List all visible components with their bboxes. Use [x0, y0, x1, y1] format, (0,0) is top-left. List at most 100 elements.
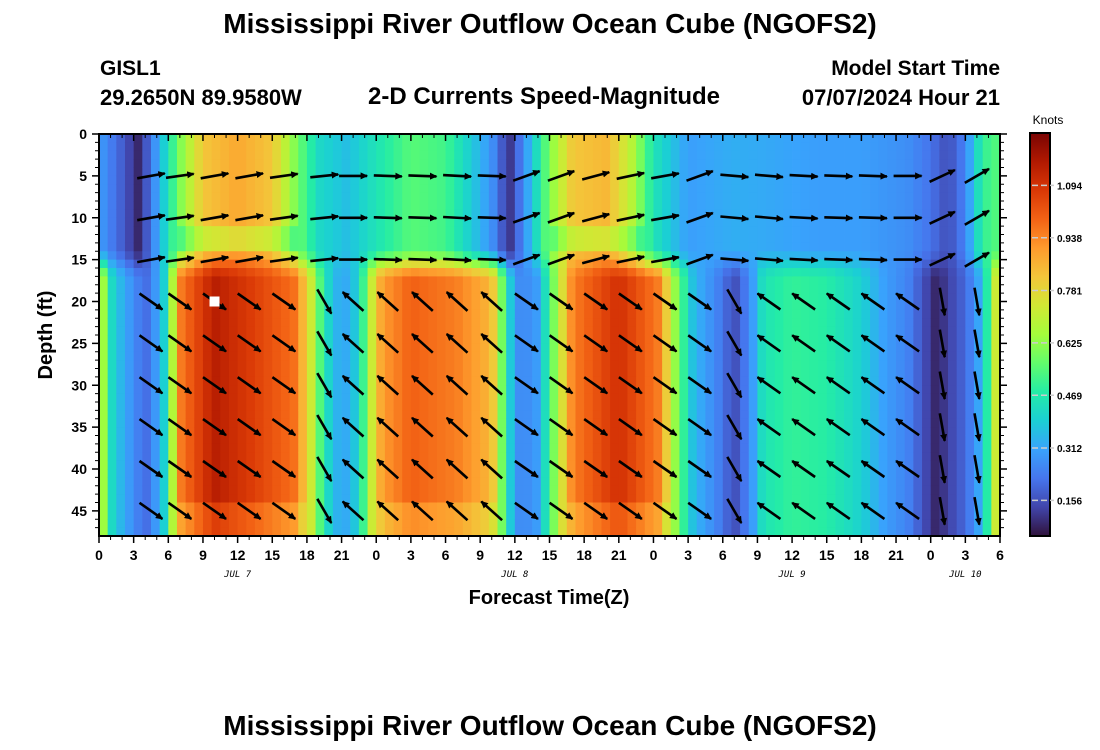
heatmap-cell — [982, 326, 992, 336]
heatmap-cell — [965, 326, 975, 336]
heatmap-cell — [532, 276, 542, 286]
heatmap-cell — [852, 309, 862, 319]
heatmap-cell — [315, 167, 325, 177]
heatmap-cell — [809, 268, 819, 277]
heatmap-cell — [445, 469, 455, 478]
heatmap-cell — [818, 301, 828, 311]
heatmap-cell — [419, 376, 429, 386]
heatmap-cell — [601, 502, 611, 512]
heatmap-cell — [722, 242, 732, 252]
heatmap-cell — [705, 259, 715, 269]
heatmap-cell — [332, 184, 342, 194]
heatmap-cell — [159, 293, 169, 302]
heatmap-cell — [766, 410, 776, 420]
heatmap-cell — [939, 452, 949, 462]
heatmap-cell — [246, 134, 256, 143]
heatmap-cell — [532, 150, 542, 160]
heatmap-cell — [341, 360, 351, 369]
heatmap-cell — [116, 368, 126, 378]
heatmap-cell — [176, 242, 187, 252]
heatmap-cell — [462, 443, 472, 453]
heatmap-cell — [870, 335, 880, 344]
heatmap-cell — [402, 234, 412, 244]
heatmap-cell — [124, 418, 135, 428]
heatmap-cell — [506, 469, 516, 478]
heatmap-cell — [731, 209, 741, 219]
heatmap-cell — [844, 460, 854, 470]
heatmap-cell — [670, 494, 680, 503]
heatmap-cell — [974, 134, 984, 143]
heatmap-cell — [306, 209, 316, 219]
heatmap-cell — [982, 418, 992, 428]
heatmap-cell — [202, 251, 213, 261]
heatmap-cell — [592, 360, 602, 369]
heatmap-cell — [575, 259, 585, 269]
heatmap-cell — [280, 159, 290, 168]
heatmap-cell — [367, 510, 377, 520]
heatmap-cell — [445, 134, 455, 143]
heatmap-cell — [956, 268, 966, 277]
heatmap-cell — [532, 410, 542, 420]
heatmap-cell — [809, 393, 819, 403]
heatmap-cell — [462, 293, 472, 302]
heatmap-cell — [610, 318, 620, 328]
heatmap-cell — [575, 217, 585, 227]
heatmap-cell — [228, 485, 239, 495]
heatmap-cell — [662, 510, 672, 520]
heatmap-cell — [592, 385, 602, 395]
heatmap-cell — [436, 242, 446, 252]
heatmap-cell — [419, 192, 429, 202]
heatmap-cell — [826, 360, 836, 369]
heatmap-cell — [428, 410, 438, 420]
heatmap-cell — [384, 150, 394, 160]
heatmap-cell — [194, 485, 204, 495]
heatmap-cell — [644, 251, 654, 261]
heatmap-cell — [445, 276, 455, 286]
heatmap-cell — [150, 443, 161, 453]
heatmap-cell — [263, 477, 273, 487]
heatmap-cell — [211, 175, 221, 185]
heatmap-cell — [731, 192, 741, 202]
heatmap-cell — [618, 318, 628, 328]
heatmap-cell — [783, 502, 793, 512]
heatmap-cell — [246, 443, 256, 453]
heatmap-cell — [142, 259, 152, 269]
heatmap-cell — [237, 134, 247, 143]
heatmap-cell — [991, 427, 1001, 436]
heatmap-cell — [601, 402, 611, 411]
heatmap-cell — [176, 251, 187, 261]
heatmap-cell — [445, 360, 455, 369]
heatmap-cell — [142, 477, 152, 487]
heatmap-cell — [835, 234, 845, 244]
heatmap-cell — [332, 351, 342, 361]
heatmap-cell — [228, 318, 239, 328]
heatmap-cell — [896, 242, 906, 252]
heatmap-cell — [809, 326, 819, 336]
heatmap-cell — [454, 385, 464, 395]
heatmap-cell — [844, 276, 854, 286]
heatmap-cell — [696, 477, 706, 487]
heatmap-cell — [445, 318, 455, 328]
heatmap-cell — [549, 142, 559, 152]
heatmap-cell — [922, 443, 932, 453]
heatmap-cell — [185, 452, 195, 462]
heatmap-cell — [194, 427, 204, 436]
heatmap-cell — [462, 494, 472, 503]
heatmap-cell — [982, 494, 992, 503]
heatmap-cell — [428, 452, 438, 462]
heatmap-cell — [618, 427, 628, 436]
heatmap-cell — [653, 242, 663, 252]
heatmap-cell — [220, 201, 230, 210]
heatmap-cell — [133, 226, 143, 235]
heatmap-cell — [254, 242, 264, 252]
heatmap-cell — [766, 351, 776, 361]
heatmap-cell — [904, 469, 914, 478]
heatmap-cell — [722, 368, 732, 378]
heatmap-cell — [315, 527, 325, 537]
heatmap-cell — [419, 443, 429, 453]
heatmap-cell — [185, 418, 195, 428]
heatmap-cell — [844, 192, 854, 202]
heatmap-cell — [454, 242, 464, 252]
heatmap-cell — [904, 393, 914, 403]
heatmap-cell — [818, 226, 828, 235]
